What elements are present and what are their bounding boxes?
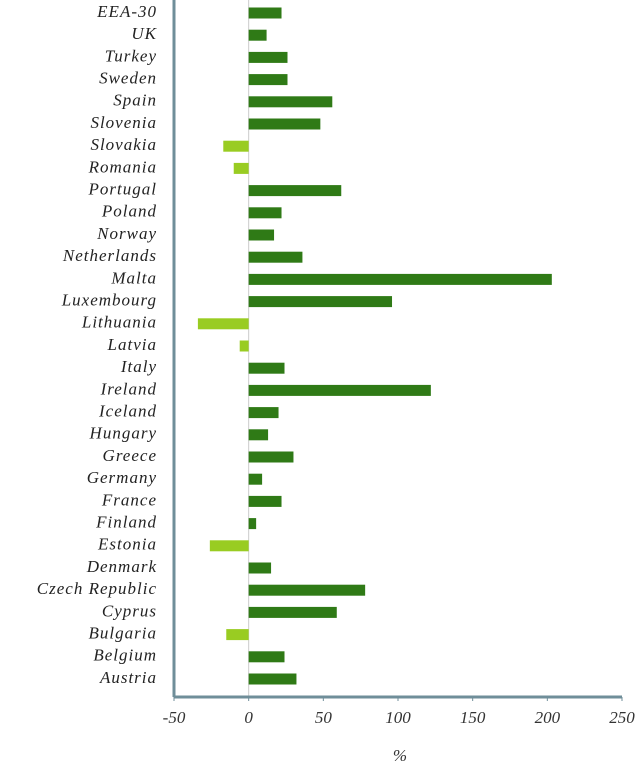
- bar: [248, 185, 342, 197]
- y-tick-label: Hungary: [89, 424, 157, 443]
- y-tick-label: Poland: [101, 202, 157, 221]
- bar: [248, 229, 275, 241]
- y-tick-label: Netherlands: [62, 246, 157, 265]
- bar: [248, 273, 552, 285]
- y-tick-label: Malta: [110, 268, 157, 287]
- y-tick-label: Turkey: [105, 46, 157, 65]
- bar: [248, 407, 279, 419]
- bar: [248, 251, 303, 263]
- x-axis-label: %: [393, 746, 407, 765]
- bar: [209, 540, 249, 552]
- y-tick-label: Belgium: [93, 646, 157, 665]
- x-tick-label: 150: [460, 708, 486, 727]
- bar: [248, 584, 366, 596]
- x-tick-label: 200: [535, 708, 561, 727]
- y-tick-label: Romania: [88, 157, 157, 176]
- y-tick-label: Denmark: [86, 557, 157, 576]
- x-tick-label: 100: [385, 708, 411, 727]
- y-tick-label: Latvia: [107, 335, 157, 354]
- bar: [248, 96, 333, 108]
- x-tick-label: 0: [244, 708, 253, 727]
- bar: [248, 429, 269, 441]
- bar: [248, 673, 297, 685]
- y-tick-label: Norway: [96, 224, 157, 243]
- y-tick-label: Portugal: [88, 180, 157, 199]
- bar: [248, 362, 285, 374]
- bar: [248, 384, 431, 396]
- y-tick-label: Greece: [103, 446, 157, 465]
- bar: [248, 473, 263, 485]
- y-tick-label: Finland: [95, 513, 157, 532]
- bar: [226, 629, 249, 641]
- bar: [248, 74, 288, 86]
- bar: [233, 162, 249, 174]
- bar: [248, 562, 272, 574]
- bar: [248, 207, 282, 219]
- y-tick-label: France: [101, 490, 157, 509]
- bar: [248, 451, 294, 463]
- y-tick-label: Germany: [87, 468, 157, 487]
- y-tick-label: Czech Republic: [37, 579, 157, 598]
- bar: [223, 140, 249, 152]
- x-tick-label: -50: [163, 708, 186, 727]
- bar: [248, 29, 267, 41]
- y-tick-label: Bulgaria: [89, 624, 157, 643]
- y-tick-label: Sweden: [99, 69, 157, 88]
- x-tick-label: 50: [315, 708, 333, 727]
- y-tick-label: Slovakia: [90, 135, 157, 154]
- y-tick-label: UK: [131, 24, 157, 43]
- y-tick-label: Luxembourg: [61, 291, 157, 310]
- bar: [248, 296, 393, 308]
- y-tick-label: EEA-30: [96, 2, 157, 21]
- y-tick-label: Italy: [120, 357, 157, 376]
- bar: [248, 495, 282, 507]
- bar: [248, 118, 321, 130]
- bar: [248, 606, 337, 618]
- bar: [248, 7, 282, 19]
- y-tick-label: Ireland: [100, 379, 157, 398]
- x-tick-label: 250: [609, 708, 635, 727]
- y-tick-label: Austria: [99, 668, 157, 687]
- y-tick-label: Cyprus: [102, 601, 157, 620]
- bar: [239, 340, 249, 352]
- bar: [248, 51, 288, 63]
- y-tick-label: Lithuania: [81, 313, 157, 332]
- y-tick-label: Estonia: [97, 535, 157, 554]
- y-tick-label: Iceland: [98, 402, 157, 421]
- bar: [248, 518, 257, 530]
- y-tick-label: Spain: [113, 91, 157, 110]
- bar: [248, 651, 285, 663]
- y-tick-label: Slovenia: [90, 113, 157, 132]
- bar: [197, 318, 249, 330]
